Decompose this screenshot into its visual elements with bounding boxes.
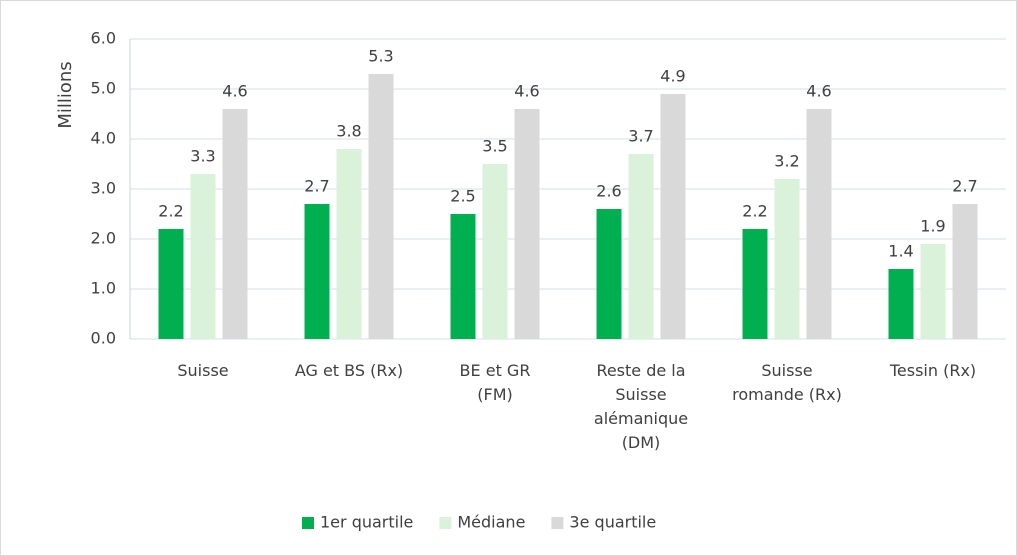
data-label: 3.3: [190, 147, 215, 166]
data-label: 3.5: [482, 137, 507, 156]
bar: [660, 94, 686, 339]
data-label: 3.2: [774, 152, 799, 171]
x-tick-label: Tessin (Rx): [889, 361, 977, 380]
data-label: 3.7: [628, 127, 653, 146]
legend-swatch: [302, 517, 314, 529]
data-label: 4.6: [806, 82, 831, 101]
data-label: 2.5: [450, 187, 475, 206]
bar: [222, 109, 248, 339]
y-tick-label: 5.0: [91, 79, 116, 98]
data-label: 2.7: [952, 177, 977, 196]
bar: [304, 204, 330, 339]
bar: [888, 269, 914, 339]
data-label: 4.6: [222, 82, 247, 101]
bar: [336, 149, 362, 339]
y-tick-label: 6.0: [91, 29, 116, 48]
y-tick-label: 2.0: [91, 229, 116, 248]
legend-label: 3e quartile: [569, 513, 656, 532]
x-tick-label: Suisse romande (Rx): [732, 361, 842, 404]
bar: [628, 154, 654, 339]
y-tick-label: 4.0: [91, 129, 116, 148]
data-label: 2.2: [742, 202, 767, 221]
data-label: 4.6: [514, 82, 539, 101]
legend-label: Médiane: [457, 513, 525, 532]
data-label: 4.9: [660, 67, 685, 86]
data-label: 2.2: [158, 202, 183, 221]
legend-swatch: [551, 517, 564, 529]
bar: [742, 229, 768, 339]
legend-label: 1er quartile: [320, 513, 413, 532]
x-tick-label: Reste de la Suisse alémanique (DM): [593, 361, 689, 452]
bar: [482, 164, 508, 339]
bar: [920, 244, 946, 339]
bar: [514, 109, 540, 339]
bar: [450, 214, 476, 339]
legend-swatch: [439, 517, 452, 529]
y-tick-label: 1.0: [91, 279, 116, 298]
y-axis-label: Millions: [55, 61, 76, 128]
data-label: 2.7: [304, 177, 329, 196]
x-tick-label: AG et BS (Rx): [294, 361, 404, 380]
bar: [190, 174, 216, 339]
bar: [368, 74, 394, 339]
bar: [952, 204, 978, 339]
y-tick-label: 0.0: [91, 329, 116, 348]
data-label: 5.3: [368, 47, 393, 66]
x-tick-label: BE et GR (FM): [459, 361, 531, 404]
data-label: 1.4: [888, 242, 913, 261]
data-label: 1.9: [920, 217, 945, 236]
bar: [806, 109, 832, 339]
data-label: 2.6: [596, 182, 621, 201]
bar: [774, 179, 800, 339]
x-tick-label: Suisse: [177, 361, 229, 380]
data-label: 3.8: [336, 122, 361, 141]
bar: [158, 229, 184, 339]
y-tick-label: 3.0: [91, 179, 116, 198]
bar: [596, 209, 622, 339]
